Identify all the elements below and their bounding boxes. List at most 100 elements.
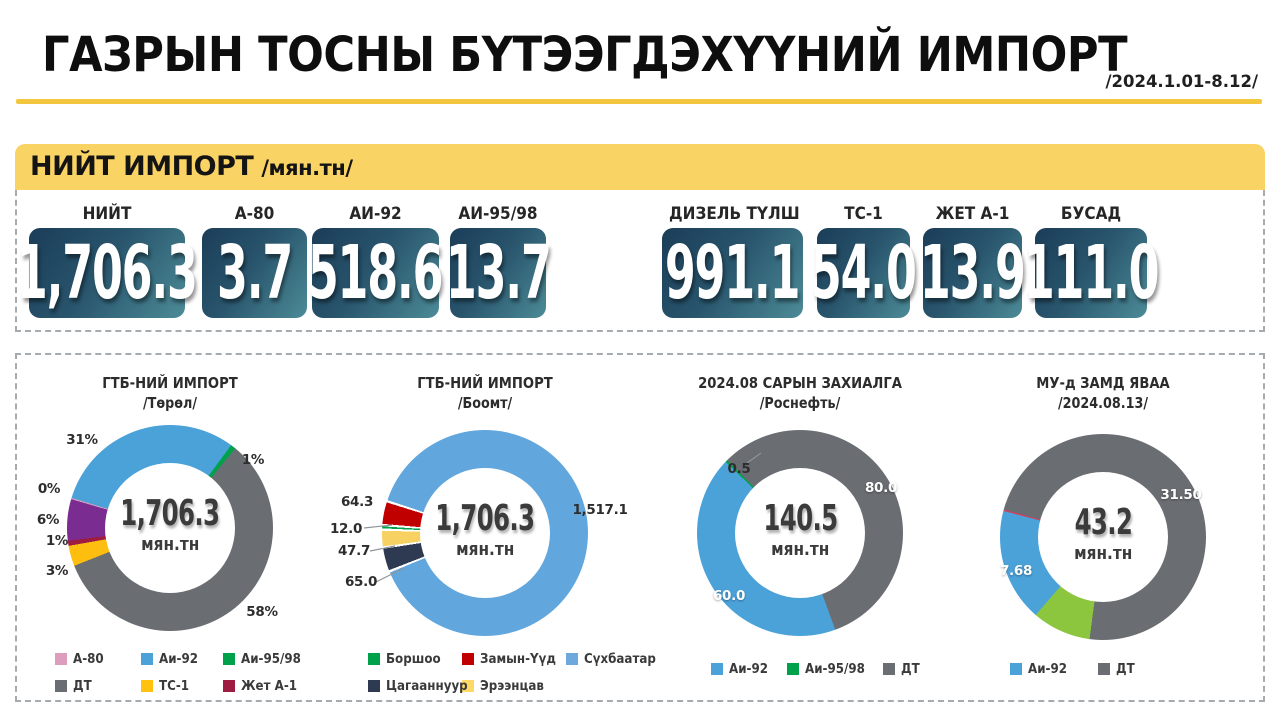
- stat-card: 3.7: [202, 228, 307, 318]
- chart-block-4: МУ-д ЗАМД ЯВАА /2024.08.13/ 43.2 мян.тн …: [960, 370, 1260, 700]
- legend-item: Аи-92: [141, 649, 223, 669]
- chart-legend: Аи-92 ДТ: [1010, 659, 1137, 679]
- stat-value: 13.9: [920, 230, 1026, 316]
- stat-card: 13.9: [920, 228, 1026, 318]
- legend-item: Аи-92: [1010, 659, 1098, 679]
- chart-title-line: ГТБ-НИЙ ИМПОРТ: [102, 374, 238, 392]
- legend-item: Сүхбаатар: [566, 649, 666, 669]
- legend-swatch: [55, 680, 67, 692]
- donut-center-unit: мян.тн: [455, 539, 515, 560]
- banner-unit: /мян.тн/: [261, 156, 353, 180]
- donut-center-unit: мян.тн: [140, 534, 200, 555]
- donut-center-value: 43.2: [1074, 502, 1132, 543]
- donut-hole: [735, 468, 865, 598]
- stat-label: АИ-92: [349, 204, 402, 224]
- donut-center: 1,706.3 мян.тн: [67, 425, 273, 631]
- legend-label: Жет А-1: [241, 678, 298, 694]
- chart-legend: Аи-92 Аи-95/98 ДТ: [711, 659, 922, 679]
- stat-label: ЖЕТ А-1: [935, 204, 1010, 224]
- report-period: /2024.1.01-8.12/: [1105, 72, 1258, 91]
- stat-value: 13.7: [445, 230, 552, 316]
- charts-panel: ГТБ-НИЙ ИМПОРТ /Төрөл/ 1,706.3 мян.тн 31…: [15, 353, 1265, 702]
- legend-swatch: [223, 653, 235, 665]
- donut-center-unit: мян.тн: [770, 539, 830, 560]
- chart-title: МУ-д ЗАМД ЯВАА /2024.08.13/: [953, 373, 1253, 413]
- donut-chart: 1,706.3 мян.тн: [67, 425, 273, 631]
- donut-center: 140.5 мян.тн: [697, 430, 903, 636]
- stat-group: А-80 3.7: [202, 202, 307, 318]
- chart-subtitle: /2024.08.13/: [1058, 394, 1148, 412]
- legend-label: Сүхбаатар: [584, 651, 656, 667]
- chart-title-line: ГТБ-НИЙ ИМПОРТ: [417, 374, 553, 392]
- chart-block-3: 2024.08 САРЫН ЗАХИАЛГА /Роснефть/ 140.5 …: [655, 370, 955, 700]
- donut-center-value: 140.5: [762, 498, 838, 539]
- legend-label: Замын-Үүд: [480, 651, 556, 667]
- value-label: 0%: [37, 481, 61, 497]
- legend-item: ДТ: [1098, 659, 1137, 679]
- legend-swatch: [368, 680, 380, 692]
- legend-swatch: [462, 680, 474, 692]
- chart-title-line: 2024.08 САРЫН ЗАХИАЛГА: [698, 374, 902, 392]
- legend-label: Аи-92: [159, 651, 198, 667]
- legend-label: А-80: [73, 651, 104, 667]
- value-label: 65.0: [344, 574, 378, 590]
- donut-chart: 140.5 мян.тн: [697, 430, 903, 636]
- legend-item: Аи-92: [711, 659, 787, 679]
- legend-item: Замын-Үүд: [462, 649, 566, 669]
- donut-center: 43.2 мян.тн: [1000, 434, 1206, 640]
- chart-subtitle: /Роснефть/: [759, 394, 841, 412]
- legend-label: ТС-1: [159, 678, 190, 694]
- legend-item: А-80: [55, 649, 141, 669]
- chart-title: ГТБ-НИЙ ИМПОРТ /Боомт/: [335, 373, 635, 413]
- donut-center-unit: мян.тн: [1073, 543, 1133, 564]
- legend-item: Жет А-1: [223, 676, 309, 696]
- stat-group: АИ-95/98 13.7: [446, 202, 552, 318]
- donut-center: 1,706.3 мян.тн: [382, 430, 588, 636]
- legend-label: Аи-95/98: [805, 661, 865, 677]
- stat-card: 518.6: [308, 228, 444, 318]
- value-label: 47.7: [337, 543, 371, 559]
- stat-group: ЖЕТ А-1 13.9: [920, 202, 1026, 318]
- donut-hole: [420, 468, 550, 598]
- donut-hole: [105, 463, 235, 593]
- legend-item: Аи-95/98: [223, 649, 309, 669]
- accent-rule: [16, 99, 1262, 104]
- stat-group: НИЙТ 1,706.3: [17, 202, 198, 318]
- legend-swatch: [55, 653, 67, 665]
- stat-value: 518.6: [308, 230, 444, 316]
- value-label: 1%: [45, 533, 69, 549]
- stat-value: 3.7: [216, 230, 293, 316]
- legend-label: ДТ: [901, 661, 920, 677]
- chart-title: ГТБ-НИЙ ИМПОРТ /Төрөл/: [20, 373, 320, 413]
- totals-panel: НИЙТ 1,706.3 А-80 3.7 АИ-92 518.6 АИ-95/…: [15, 190, 1265, 332]
- stat-label: АИ-95/98: [458, 204, 538, 224]
- stat-group: АИ-92 518.6: [308, 202, 444, 318]
- value-label: 3%: [45, 563, 69, 579]
- legend-swatch: [1098, 663, 1110, 675]
- legend-item: Эрээнцав: [462, 676, 566, 696]
- stat-group: ДИЗЕЛЬ ТҮЛШ 991.1: [662, 202, 803, 318]
- stat-label: ДИЗЕЛЬ ТҮЛШ: [669, 204, 800, 224]
- chart-block-2: ГТБ-НИЙ ИМПОРТ /Боомт/ 1,706.3 мян.тн 64…: [330, 370, 656, 700]
- stat-card: 1,706.3: [17, 228, 198, 318]
- page-title: ГАЗРЫН ТОСНЫ БҮТЭЭГДЭХҮҮНИЙ ИМПОРТ: [42, 27, 1128, 83]
- legend-item: ДТ: [55, 676, 141, 696]
- stat-card: 13.7: [446, 228, 552, 318]
- stat-value: 1,706.3: [17, 230, 198, 316]
- chart-legend: А-80 Аи-92 Аи-95/98 ДТ ТС-1 Жет А-1: [55, 649, 309, 696]
- donut-chart: 1,706.3 мян.тн: [382, 430, 588, 636]
- banner-title: НИЙТ ИМПОРТ: [30, 151, 254, 182]
- stat-label: НИЙТ: [82, 204, 132, 224]
- stat-label: ТС-1: [844, 204, 883, 224]
- legend-swatch: [566, 653, 578, 665]
- stat-label: А-80: [234, 204, 275, 224]
- stat-value: 54.0: [811, 230, 917, 316]
- legend-swatch: [462, 653, 474, 665]
- donut-center-value: 1,706.3: [435, 498, 535, 539]
- legend-item: Аи-95/98: [787, 659, 883, 679]
- legend-swatch: [223, 680, 235, 692]
- legend-label: ДТ: [1116, 661, 1135, 677]
- legend-swatch: [141, 680, 153, 692]
- legend-item: ТС-1: [141, 676, 223, 696]
